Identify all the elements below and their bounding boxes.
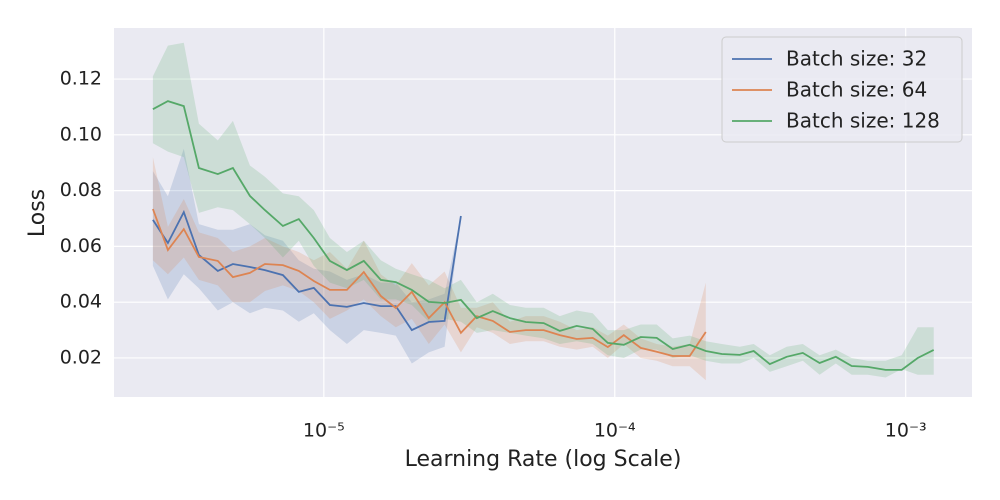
x-tick-label: 10⁻⁵ [303, 420, 345, 442]
x-tick-label: 10⁻³ [885, 420, 927, 442]
legend-box [721, 36, 963, 143]
confidence-band [152, 157, 706, 381]
y-tick-label: 0.12 [60, 68, 102, 90]
x-axis-label: Learning Rate (log Scale) [405, 447, 682, 472]
bands [152, 42, 934, 381]
legend: Batch size: 32 Batch size: 64 Batch size: … [721, 36, 963, 143]
y-tick-label: 0.02 [60, 346, 102, 368]
y-tick-label: 0.08 [60, 179, 102, 201]
legend-label: Batch size: 128 [786, 109, 940, 133]
confidence-band [152, 148, 461, 364]
series-line [152, 100, 935, 371]
legend-label: Batch size: 64 [786, 78, 927, 102]
confidence-band [152, 42, 934, 378]
y-tick-label: 0.06 [60, 235, 102, 257]
y-tick-label: 0.10 [60, 123, 102, 145]
legend-label: Batch size: 32 [786, 47, 927, 71]
axes: 0.02 0.04 0.06 0.08 0.10 0.12 10⁻⁵ 10⁻⁴ 10⁻³ [60, 68, 927, 442]
y-tick-label: 0.04 [60, 291, 102, 313]
lines [152, 100, 935, 371]
y-axis-label: Loss [25, 189, 50, 237]
x-tick-label: 10⁻⁴ [594, 420, 636, 442]
